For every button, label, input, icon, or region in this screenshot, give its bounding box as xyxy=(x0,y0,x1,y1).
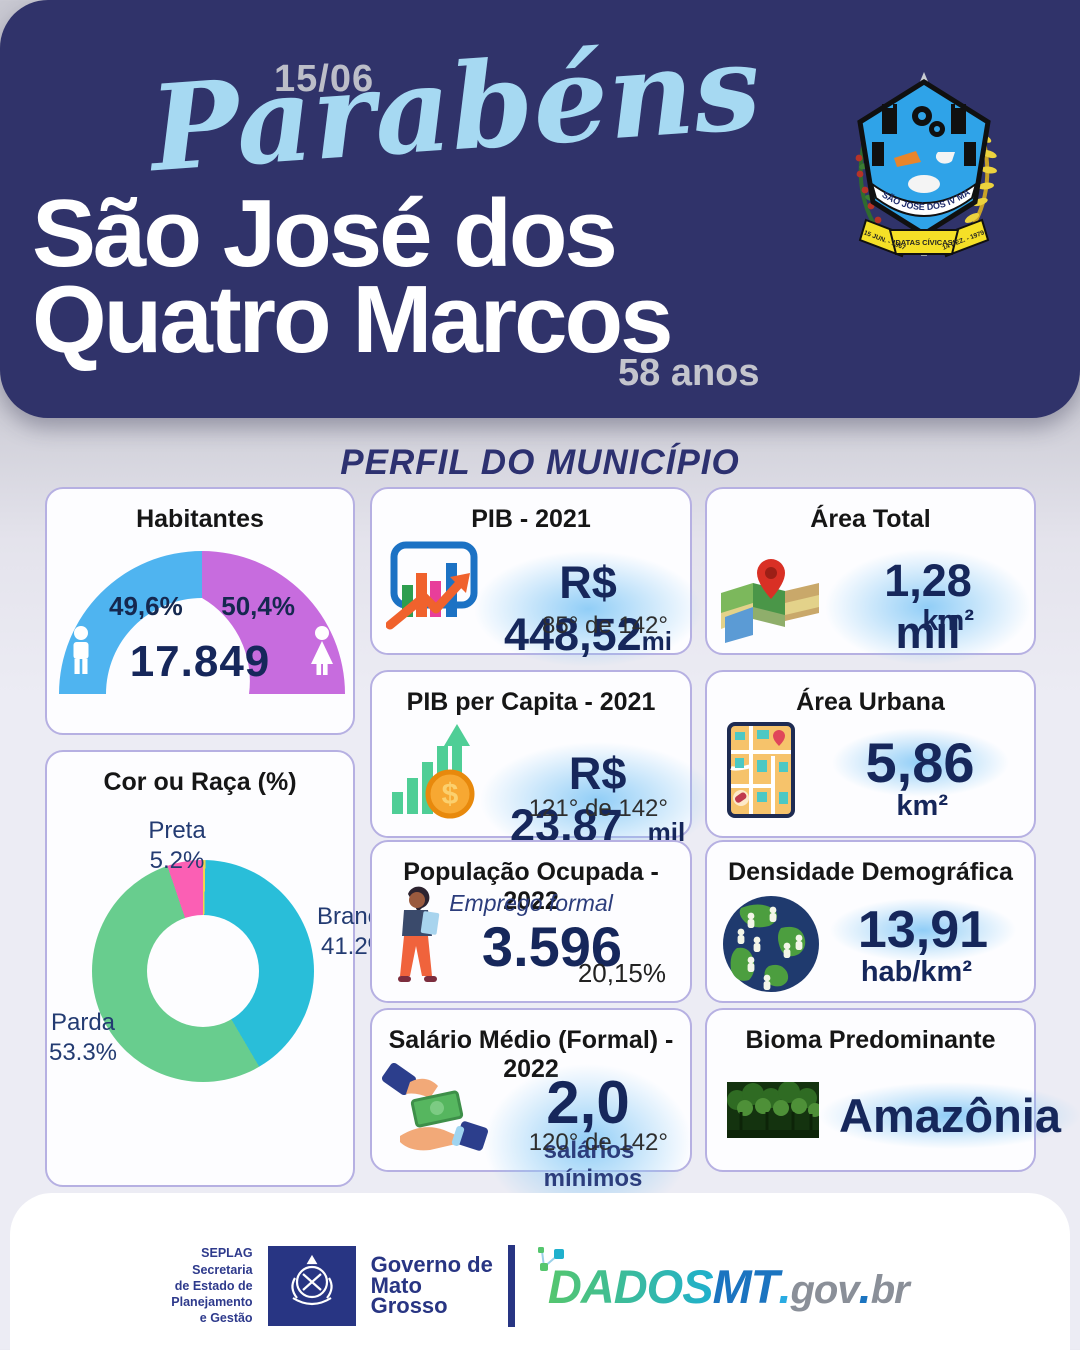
globe-people-icon xyxy=(723,896,819,992)
donut-label-parda: Parda 53.3% xyxy=(48,1009,118,1066)
densidade-card: Densidade Demográfica 13,91 hab/km² xyxy=(705,840,1036,1003)
logo-gov: gov xyxy=(790,1267,860,1312)
raca-title: Cor ou Raça (%) xyxy=(103,768,297,796)
pib-title: PIB - 2021 xyxy=(471,505,591,533)
pib-per-capita-card: PIB per Capita - 2021 $ R$ 23,87 mil 121… xyxy=(370,670,716,858)
area-total-unit: km² xyxy=(922,605,974,637)
bioma-value-row: Amazônia xyxy=(819,1082,1080,1149)
mato-grosso-crest-icon xyxy=(267,1246,356,1326)
habitantes-title: Habitantes xyxy=(136,505,264,533)
city-map-icon xyxy=(727,722,795,818)
hand-money-icon xyxy=(382,1062,488,1151)
salario-value: 2,0 xyxy=(546,1069,630,1136)
area-total-value-row: 1,28 mil xyxy=(825,549,1031,665)
bar-chart-growth-icon xyxy=(386,541,478,630)
pib-unit: mi xyxy=(641,626,672,656)
logo-dot2: . xyxy=(858,1259,872,1313)
male-percentage: 49,6% xyxy=(109,591,183,621)
rainforest-icon xyxy=(727,1082,819,1138)
salario-card: Salário Médio (Formal) - 2022 2,0salário… xyxy=(370,1008,692,1222)
pib-per-capita-rank: 121° de 142° xyxy=(528,795,668,822)
network-nodes-icon xyxy=(537,1246,564,1271)
growth-bars-coin-icon: $ xyxy=(392,724,475,819)
pop-ocupada-card: População Ocupada - 2022 Emprego formal … xyxy=(370,840,692,1003)
donut-label-preta: Preta 5.2% xyxy=(148,817,206,874)
pib-card: PIB - 2021 R$ 448,52mi 85° de 142° xyxy=(370,487,702,667)
salario-rank: 120° de 142° xyxy=(528,1129,668,1156)
section-title: PERFIL DO MUNICÍPIO xyxy=(340,443,740,482)
raca-card: Cor ou Raça (%) Preta 5.2% Branca 41.2% … xyxy=(45,750,393,1187)
female-icon xyxy=(311,626,333,675)
area-total-title: Área Total xyxy=(810,505,931,533)
densidade-value: 13,91 xyxy=(857,901,989,959)
city-name-line2: Quatro Marcos xyxy=(32,266,673,373)
logo-mt: MT xyxy=(712,1259,780,1313)
pop-ocupada-subtitle: Emprego formal xyxy=(449,890,613,916)
governo-text-block: Governo de Mato Grosso xyxy=(370,1251,493,1319)
densidade-title: Densidade Demográfica xyxy=(728,858,1013,886)
area-urbana-value: 5,86 xyxy=(865,731,975,794)
population-total: 17.849 xyxy=(129,637,271,686)
densidade-value-row: 13,91 xyxy=(819,898,1027,962)
footer-bar: SEPLAG Secretaria de Estado de Planejame… xyxy=(10,1193,1070,1350)
pib-rank: 85° de 142° xyxy=(542,612,668,639)
male-icon xyxy=(73,626,89,674)
population-gender-gauge-chart xyxy=(59,551,345,694)
area-total-card: Área Total 1,28 mil km² xyxy=(705,487,1036,665)
area-urbana-title: Área Urbana xyxy=(796,688,945,716)
female-percentage: 50,4% xyxy=(221,591,295,621)
bioma-value: Amazônia xyxy=(839,1089,1061,1142)
pop-ocupada-title: População Ocupada - 2022 xyxy=(403,858,659,915)
pib-value-row: R$ 448,52mi xyxy=(474,551,702,667)
greeting-script-text: Parabéns xyxy=(145,16,765,199)
pop-ocupada-value: 3.596 xyxy=(481,915,623,978)
pib-per-capita-title: PIB per Capita - 2021 xyxy=(406,688,656,716)
crest-motto: "DATAS CÍVICAS" xyxy=(892,238,957,247)
bioma-card: Bioma Predominante Amazônia xyxy=(705,1008,1080,1172)
worker-woman-icon xyxy=(398,886,440,982)
logo-dot1: . xyxy=(778,1259,791,1313)
logo-dados: DADOS xyxy=(547,1259,714,1313)
map-pin-icon xyxy=(721,559,819,643)
area-urbana-unit: km² xyxy=(896,790,948,822)
seplag-text-block: SEPLAG Secretaria de Estado de Planejame… xyxy=(171,1246,253,1326)
pop-ocupada-value-row: 3.596 xyxy=(442,914,662,979)
race-donut-chart xyxy=(92,860,314,1082)
habitantes-card: Habitantes 49,6% 50,4% 17.849 xyxy=(45,487,355,735)
city-age: 58 anos xyxy=(618,352,760,394)
svg-text:$: $ xyxy=(442,778,459,811)
pib-per-capita-value-row: R$ 23,87 mil xyxy=(480,742,716,858)
area-urbana-value-row: 5,86 xyxy=(817,728,1023,797)
anniversary-date: 15/06 xyxy=(274,58,375,100)
header-banner: Parabéns 15/06 São José dos Quatro Marco… xyxy=(0,0,1080,418)
pib-value: R$ 448,52 xyxy=(504,557,642,660)
pop-ocupada-percentage: 20,15% xyxy=(577,958,666,988)
densidade-unit: hab/km² xyxy=(860,956,972,988)
area-total-value: 1,28 mil xyxy=(884,555,972,658)
footer-logos-row: SEPLAG Secretaria de Estado de Planejame… xyxy=(10,1245,1070,1327)
bioma-title: Bioma Predominante xyxy=(745,1026,996,1054)
dadosmt-logo: DADOS MT. gov. br xyxy=(537,1246,910,1314)
logo-br: br xyxy=(870,1267,910,1312)
area-urbana-card: Área Urbana 5,86 km² xyxy=(705,670,1036,838)
city-coat-of-arms-icon: SÃO JOSÉ DOS IV MARCOS 15 JUN. - 1967 "D… xyxy=(838,70,997,258)
city-name-line1: São José dos xyxy=(32,180,618,287)
footer-divider xyxy=(507,1245,515,1327)
